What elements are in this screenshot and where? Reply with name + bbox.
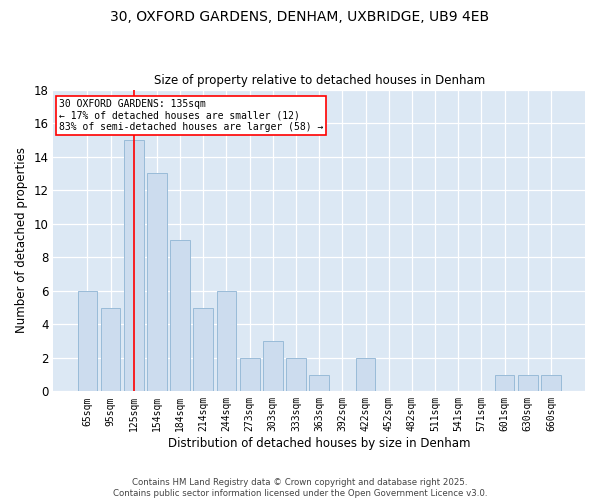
Bar <box>124 140 143 392</box>
Bar <box>77 290 97 392</box>
Bar <box>193 308 213 392</box>
Bar <box>495 374 514 392</box>
Text: 30, OXFORD GARDENS, DENHAM, UXBRIDGE, UB9 4EB: 30, OXFORD GARDENS, DENHAM, UXBRIDGE, UB… <box>110 10 490 24</box>
Bar <box>217 290 236 392</box>
Bar <box>101 308 121 392</box>
Bar <box>541 374 561 392</box>
Y-axis label: Number of detached properties: Number of detached properties <box>15 148 28 334</box>
Bar <box>240 358 260 392</box>
Text: 30 OXFORD GARDENS: 135sqm
← 17% of detached houses are smaller (12)
83% of semi-: 30 OXFORD GARDENS: 135sqm ← 17% of detac… <box>59 98 323 132</box>
Bar <box>286 358 306 392</box>
Bar <box>310 374 329 392</box>
Bar <box>356 358 376 392</box>
Title: Size of property relative to detached houses in Denham: Size of property relative to detached ho… <box>154 74 485 87</box>
Bar <box>170 240 190 392</box>
Bar <box>263 341 283 392</box>
X-axis label: Distribution of detached houses by size in Denham: Distribution of detached houses by size … <box>168 437 470 450</box>
Bar <box>518 374 538 392</box>
Bar <box>147 174 167 392</box>
Text: Contains HM Land Registry data © Crown copyright and database right 2025.
Contai: Contains HM Land Registry data © Crown c… <box>113 478 487 498</box>
